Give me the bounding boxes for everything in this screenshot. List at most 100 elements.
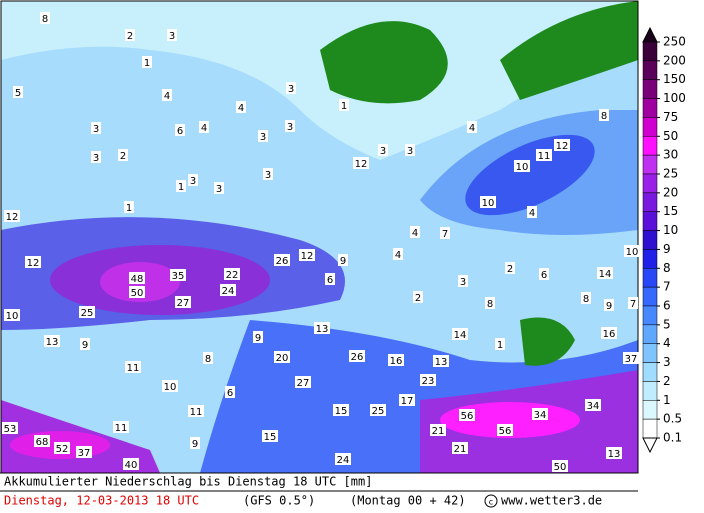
- map-label: 13: [435, 357, 448, 368]
- label-box: [167, 29, 177, 41]
- map-label: 23: [422, 376, 435, 387]
- label-box: [440, 227, 450, 239]
- label-box: [224, 268, 240, 280]
- map-label: 13: [316, 324, 329, 335]
- map-label: 24: [222, 286, 235, 297]
- legend-swatch: [642, 98, 658, 118]
- map-label: 27: [297, 378, 310, 389]
- map-label: 22: [226, 270, 239, 281]
- map-label: 3: [380, 146, 386, 157]
- map-label: 11: [127, 363, 140, 374]
- label-box: [44, 335, 60, 347]
- label-box: [225, 386, 235, 398]
- label-box: [325, 273, 335, 285]
- label-box: [142, 56, 152, 68]
- legend-swatch: [642, 136, 658, 156]
- map-label: 8: [487, 299, 493, 310]
- label-box: [76, 446, 92, 458]
- label-box: [585, 399, 601, 411]
- map-label: 1: [178, 182, 184, 193]
- label-box: [80, 338, 90, 350]
- label-box: [2, 422, 18, 434]
- caption-title: Akkumulierter Niederschlag bis Dienstag …: [4, 475, 372, 489]
- label-box: [527, 206, 537, 218]
- label-box: [214, 182, 224, 194]
- label-box: [170, 269, 186, 281]
- map-label: 4: [164, 91, 170, 102]
- caption-run: (Montag 00 + 42): [350, 494, 466, 508]
- label-box: [604, 299, 614, 311]
- map-label: 34: [534, 410, 547, 421]
- map-label: 12: [556, 141, 569, 152]
- label-box: [452, 442, 468, 454]
- map-label: 21: [432, 426, 445, 437]
- legend-label: 8: [663, 261, 671, 275]
- legend-label: 250: [663, 35, 686, 49]
- label-box: [124, 201, 134, 213]
- label-box: [370, 404, 386, 416]
- legend-swatch: [642, 192, 658, 212]
- label-box: [118, 149, 128, 161]
- legend-swatch: [642, 418, 658, 439]
- map-label: 6: [327, 275, 333, 286]
- map-label: 53: [4, 424, 17, 435]
- map-label: 1: [341, 101, 347, 112]
- label-box: [497, 424, 513, 436]
- legend-label: 0.5: [663, 412, 682, 426]
- map-label: 34: [587, 401, 600, 412]
- map-label: 3: [216, 184, 222, 195]
- map-label: 4: [529, 208, 535, 219]
- map-label: 10: [482, 198, 495, 209]
- legend-label: 50: [663, 129, 678, 143]
- legend-swatch: [642, 60, 658, 80]
- map-label: 13: [608, 449, 621, 460]
- label-box: [433, 355, 449, 367]
- label-box: [199, 121, 209, 133]
- legend-label: 0.1: [663, 431, 682, 445]
- label-box: [129, 272, 145, 284]
- map-label: 68: [36, 437, 49, 448]
- legend-label: 1: [663, 393, 671, 407]
- label-box: [4, 309, 20, 321]
- legend-label: 30: [663, 148, 678, 162]
- legend-swatch: [642, 400, 658, 420]
- label-box: [597, 267, 613, 279]
- legend-swatch: [642, 362, 658, 382]
- map-label: 8: [583, 294, 589, 305]
- label-box: [514, 160, 530, 172]
- label-box: [175, 296, 191, 308]
- label-box: [353, 157, 369, 169]
- label-box: [339, 99, 349, 111]
- label-box: [405, 144, 415, 156]
- label-box: [485, 297, 495, 309]
- map-label: 2: [507, 264, 513, 275]
- legend: 250 200 150 100 75 50 30 25 20 15 10 9 8 7 6 5 4 3 2 1 0.5 0.…: [642, 26, 686, 454]
- map-label: 1: [497, 340, 503, 351]
- label-box: [532, 408, 548, 420]
- map-label: 4: [238, 103, 244, 114]
- label-box: [295, 376, 311, 388]
- map-label: 3: [407, 146, 413, 157]
- light-area: [1, 1, 638, 160]
- map-label: 50: [131, 288, 144, 299]
- label-box: [335, 453, 351, 465]
- map-label: 52: [56, 444, 69, 455]
- legend-label: 7: [663, 280, 671, 294]
- legend-label: 2: [663, 374, 671, 388]
- legend-label: 15: [663, 204, 678, 218]
- map-label: 27: [177, 298, 190, 309]
- legend-bottom: [642, 437, 658, 454]
- map-label: 9: [255, 333, 261, 344]
- legend-swatch: [642, 230, 658, 250]
- label-box: [91, 122, 101, 134]
- map-label: 37: [78, 448, 91, 459]
- label-box: [349, 350, 365, 362]
- label-box: [338, 254, 348, 266]
- legend-label: 25: [663, 167, 678, 181]
- label-box: [190, 437, 200, 449]
- caption-source: www.wetter3.de: [501, 494, 602, 508]
- legend-swatch: [642, 305, 658, 326]
- legend-swatch: [642, 173, 658, 194]
- label-box: [262, 430, 278, 442]
- label-box: [420, 374, 436, 386]
